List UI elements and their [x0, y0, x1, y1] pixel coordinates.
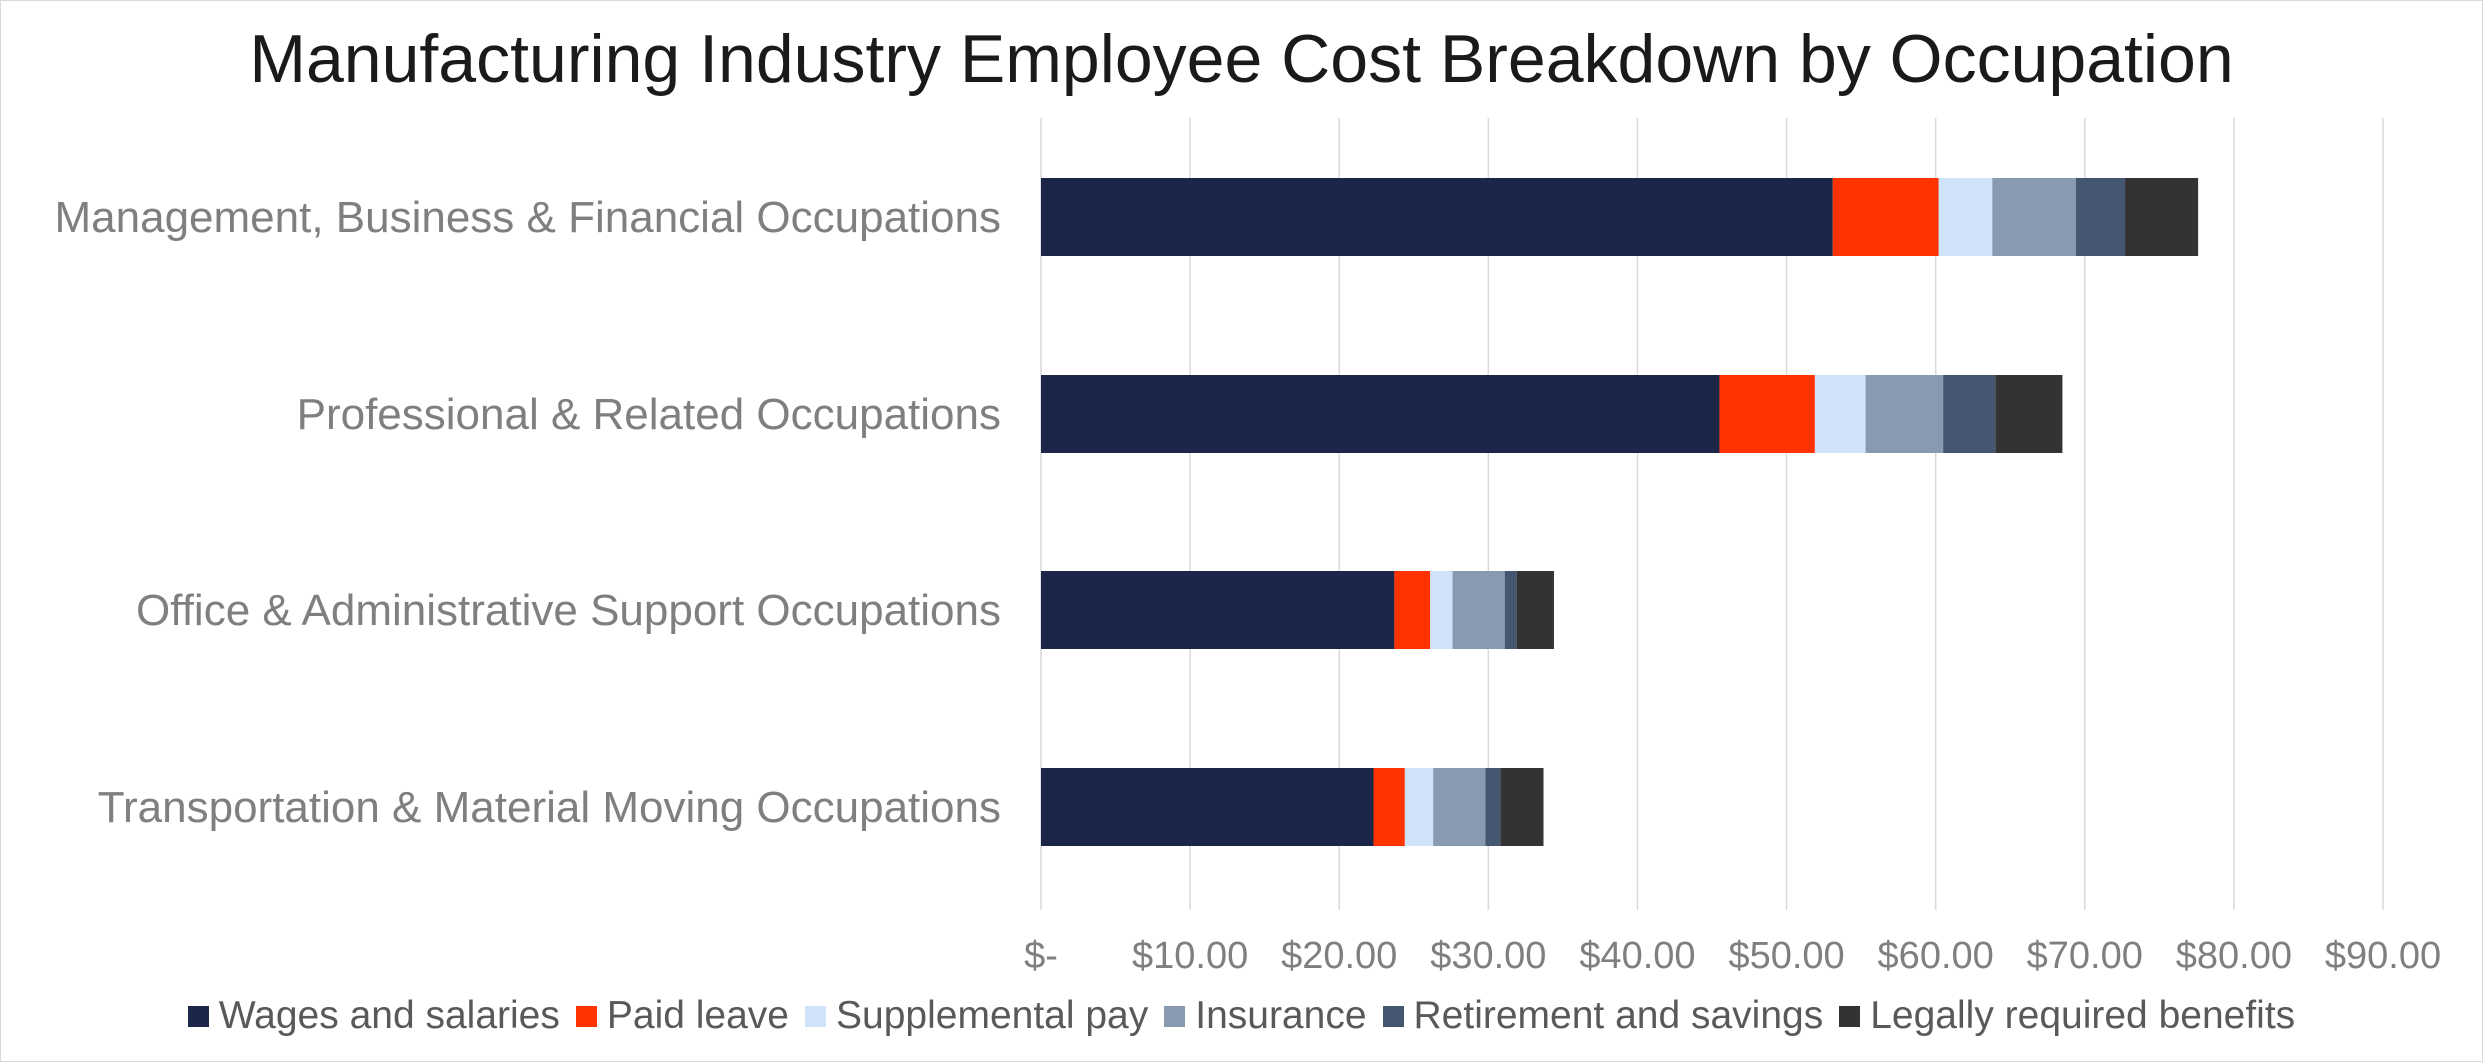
legend-label: Insurance — [1195, 994, 1367, 1037]
bar-segment — [1041, 768, 1374, 846]
bar-segment — [1404, 768, 1434, 846]
legend-item: Retirement and savings — [1382, 994, 1824, 1038]
bar-segment — [1814, 375, 1866, 453]
chart-title: Manufacturing Industry Employee Cost Bre… — [249, 21, 2234, 97]
legend-swatch — [1382, 1005, 1404, 1027]
legend-label: Wages and salaries — [218, 994, 560, 1037]
legend-swatch — [187, 1005, 209, 1027]
legend-swatch — [1164, 1005, 1186, 1027]
bar-segment — [1041, 571, 1395, 649]
bar-segment — [1394, 571, 1431, 649]
bar-segment — [1433, 768, 1486, 846]
legend-item: Legally required benefits — [1839, 994, 2295, 1038]
legend-label: Legally required benefits — [1870, 994, 2296, 1037]
bar-segment — [1452, 571, 1505, 649]
bar-segment — [1500, 768, 1544, 846]
bar-segment — [1041, 178, 1833, 256]
x-tick-label: $80.00 — [2176, 935, 2292, 977]
bar-segment — [1485, 768, 1501, 846]
legend-swatch — [805, 1005, 827, 1027]
legend-item: Paid leave — [575, 994, 790, 1038]
bar-segment — [1865, 375, 1944, 453]
bar-segment — [1041, 375, 1720, 453]
x-tick-label: $40.00 — [1579, 935, 1695, 977]
bar-segment — [1943, 375, 1996, 453]
category-label: Office & Administrative Support Occupati… — [136, 586, 1001, 635]
bar-segment — [1516, 571, 1554, 649]
chart-legend: Wages and salaries Paid leave Supplemental… — [0, 994, 2483, 1038]
bar-segment — [1430, 571, 1453, 649]
category-label: Professional & Related Occupations — [297, 390, 1001, 439]
bar-segment — [1938, 178, 1993, 256]
x-tick-label: $70.00 — [2027, 935, 2143, 977]
legend-swatch — [1839, 1005, 1861, 1027]
bar-segment — [1504, 571, 1517, 649]
x-tick-label: $- — [1024, 935, 1058, 977]
legend-label: Supplemental pay — [836, 994, 1149, 1037]
chart-plot: Management, Business & Financial Occupat… — [55, 118, 2441, 977]
bar-segment — [2125, 178, 2199, 256]
legend-item: Supplemental pay — [805, 994, 1148, 1038]
category-label: Management, Business & Financial Occupat… — [55, 193, 1002, 242]
bar-segment — [1832, 178, 1939, 256]
x-tick-label: $30.00 — [1430, 935, 1546, 977]
x-tick-label: $20.00 — [1281, 935, 1397, 977]
bar-segment — [1995, 375, 2063, 453]
x-tick-label: $10.00 — [1132, 935, 1248, 977]
legend-swatch — [575, 1005, 597, 1027]
bar-segment — [1992, 178, 2076, 256]
legend-item: Insurance — [1164, 994, 1367, 1038]
bar-segment — [1373, 768, 1405, 846]
category-label: Transportation & Material Moving Occupat… — [98, 783, 1001, 832]
legend-label: Retirement and savings — [1413, 994, 1824, 1037]
bar-segment — [2075, 178, 2126, 256]
legend-item: Wages and salaries — [187, 994, 560, 1038]
x-tick-label: $90.00 — [2325, 935, 2441, 977]
bar-segment — [1719, 375, 1815, 453]
legend-label: Paid leave — [606, 994, 790, 1037]
x-tick-label: $50.00 — [1728, 935, 1844, 977]
x-tick-label: $60.00 — [1878, 935, 1994, 977]
